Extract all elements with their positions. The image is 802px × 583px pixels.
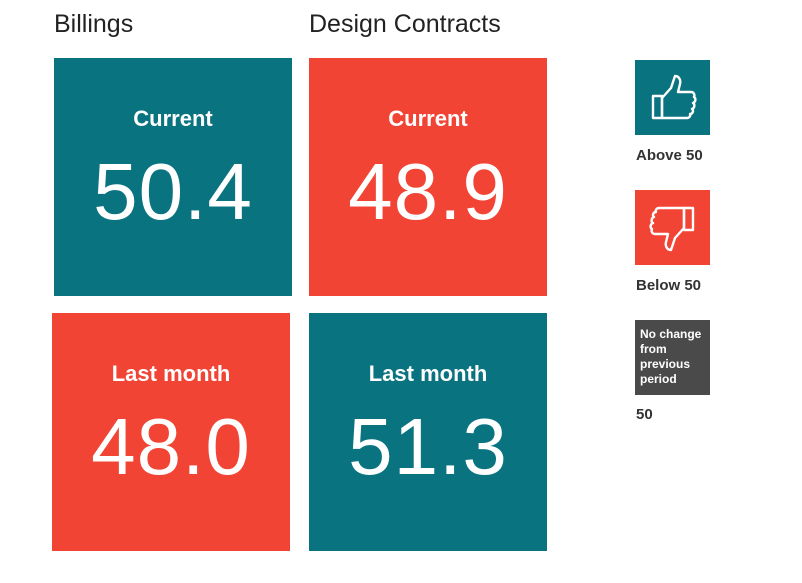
- tile-value: 51.3: [348, 402, 508, 491]
- tile-label: Last month: [111, 361, 231, 386]
- tile-label: Current: [133, 106, 213, 131]
- billings-last-month-tile: Last month 48.0: [52, 313, 290, 551]
- billings-current-tile: Current 50.4: [54, 58, 292, 296]
- billings-title: Billings: [54, 10, 134, 38]
- legend-above-box: [635, 60, 710, 135]
- legend-no-change-box: No change from previous period: [635, 320, 710, 395]
- tile-label: Last month: [368, 361, 488, 386]
- thumbs-down-icon: [648, 206, 694, 251]
- tile-label: Current: [388, 106, 468, 131]
- thumbs-up-icon: [651, 74, 697, 119]
- tile-value: 48.0: [91, 402, 251, 491]
- design-current-tile: Current 48.9: [309, 58, 547, 296]
- legend-above-label: Above 50: [636, 147, 703, 164]
- legend-no-change-label: 50: [636, 406, 653, 423]
- legend-below-label: Below 50: [636, 277, 702, 294]
- design-contracts-title: Design Contracts: [309, 10, 501, 38]
- legend-below-box: [635, 190, 710, 265]
- tile-value: 50.4: [93, 147, 253, 236]
- design-last-month-tile: Last month 51.3: [309, 313, 547, 551]
- tile-value: 48.9: [348, 147, 508, 236]
